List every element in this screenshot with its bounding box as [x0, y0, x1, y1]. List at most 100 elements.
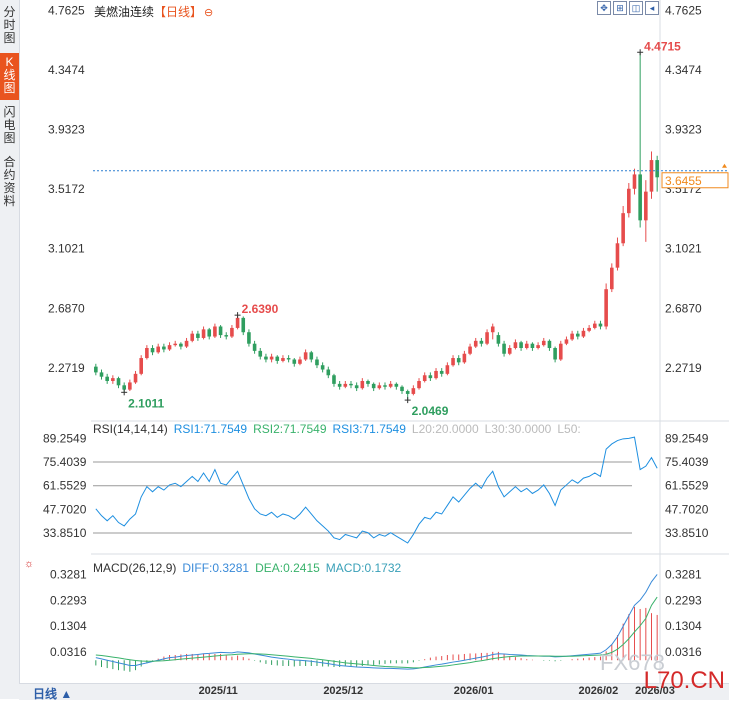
candle — [258, 350, 263, 357]
macd-tick-right: 0.3281 — [665, 567, 702, 581]
candle — [502, 343, 506, 354]
candle — [422, 375, 427, 382]
sidebar-tab-char: 线 — [3, 68, 16, 82]
macd-legend-item: MACD:0.1732 — [326, 561, 402, 575]
candle — [388, 383, 393, 387]
candle — [354, 385, 359, 389]
sidebar-tab-char: K — [5, 55, 14, 69]
candle — [615, 243, 620, 268]
period-select[interactable]: 日线 ▲ — [33, 687, 73, 701]
sidebar-tab-0[interactable]: 分时图 — [0, 3, 19, 50]
candle — [133, 373, 138, 383]
candle — [581, 330, 586, 337]
candle — [179, 343, 183, 347]
macd-legend-item: DEA:0.2415 — [255, 561, 320, 575]
date-label: 2025/11 — [198, 685, 238, 697]
extreme-label: 2.1011 — [128, 396, 164, 410]
candle — [417, 381, 421, 389]
candle — [235, 317, 240, 328]
macd-tick-left: 0.0316 — [50, 645, 87, 659]
candle — [360, 381, 365, 389]
crosshair-icon[interactable]: ✥ — [597, 1, 611, 15]
zoom-in-icon[interactable]: ⊞ — [613, 1, 627, 15]
candle — [184, 340, 189, 347]
candle — [604, 289, 608, 327]
date-label: 2025/12 — [323, 685, 364, 697]
candle — [479, 340, 484, 344]
candle — [632, 174, 637, 189]
price-tick-left: 3.1021 — [48, 242, 85, 256]
candle — [485, 332, 489, 344]
extreme-label: 2.0469 — [412, 404, 449, 418]
candle — [638, 174, 642, 221]
candle — [247, 332, 251, 344]
sidebar-tab-3[interactable]: 合约资料 — [0, 153, 19, 213]
sidebar-tab-char: 料 — [3, 194, 16, 208]
candle — [524, 343, 529, 349]
candle — [303, 352, 308, 360]
rsi-legend-item: RSI2:71.7549 — [253, 422, 327, 436]
candle — [201, 329, 206, 338]
candle — [377, 385, 382, 389]
candle — [309, 352, 314, 360]
candle — [400, 386, 404, 392]
extreme-label: 2.6390 — [242, 302, 279, 316]
current-price-label: 3.6455 — [665, 174, 702, 188]
price-tick-right: 4.3474 — [665, 63, 702, 77]
kline-chart[interactable]: 4.7625 4.7625 4.3474 4.3474 3.9323 3.9323 3.51… — [0, 0, 729, 683]
candle — [315, 359, 319, 366]
back-icon[interactable]: ◂ — [645, 1, 659, 15]
candle — [496, 335, 501, 344]
candle — [468, 346, 472, 354]
watermark-site: L70.CN — [644, 667, 725, 695]
restore-icon[interactable]: ◫ — [629, 1, 643, 15]
rsi-line — [95, 436, 658, 544]
candle — [434, 370, 438, 379]
candle — [156, 346, 161, 353]
candle — [122, 385, 126, 390]
candle — [547, 340, 552, 349]
candle — [320, 365, 325, 370]
candle — [218, 326, 223, 336]
candle — [105, 376, 109, 382]
candle — [598, 323, 603, 327]
period-label[interactable]: 【日线】 — [154, 5, 203, 19]
macd-tick-right: 0.2293 — [665, 593, 702, 607]
date-label: 2026/01 — [453, 685, 494, 697]
price-tick-right: 3.9323 — [665, 123, 702, 137]
candle — [451, 358, 455, 366]
candle — [190, 333, 195, 341]
sidebar-tab-2[interactable]: 闪电图 — [0, 103, 19, 150]
candle — [343, 383, 348, 387]
macd-tick-left: 0.2293 — [50, 593, 87, 607]
sidebar-tab-char: 资 — [3, 181, 16, 195]
rsi-legend-item: RSI(14,14,14) — [93, 422, 168, 436]
candle — [592, 323, 597, 328]
sidebar-tab-char: 合 — [3, 155, 16, 169]
sidebar-tab-char: 图 — [3, 131, 16, 145]
candle — [530, 343, 535, 349]
candle — [298, 359, 302, 364]
candle — [230, 327, 234, 337]
candle — [337, 383, 342, 387]
candle — [224, 335, 229, 337]
candle — [366, 381, 370, 384]
candle — [536, 345, 540, 349]
candle — [439, 370, 444, 374]
candle — [610, 267, 614, 290]
sidebar-tab-char: 分 — [3, 5, 16, 19]
rsi-legend: RSI(14,14,14) RSI1:71.7549 RSI2:71.7549 RSI… — [93, 422, 581, 436]
candle — [281, 358, 285, 361]
candle — [655, 160, 659, 178]
rsi-tick-right: 61.5529 — [665, 479, 709, 493]
price-tick-left: 2.6870 — [48, 301, 85, 315]
sync-icon[interactable]: ⊖ — [204, 7, 214, 19]
rsi-tick-right: 33.8510 — [665, 526, 709, 540]
date-label: 2026/02 — [578, 685, 619, 697]
candle — [519, 342, 523, 349]
candle — [445, 365, 450, 374]
current-price-marker — [722, 163, 727, 168]
sidebar-tab-char: 约 — [3, 168, 16, 182]
rsi-tick-left: 89.2549 — [43, 431, 87, 445]
